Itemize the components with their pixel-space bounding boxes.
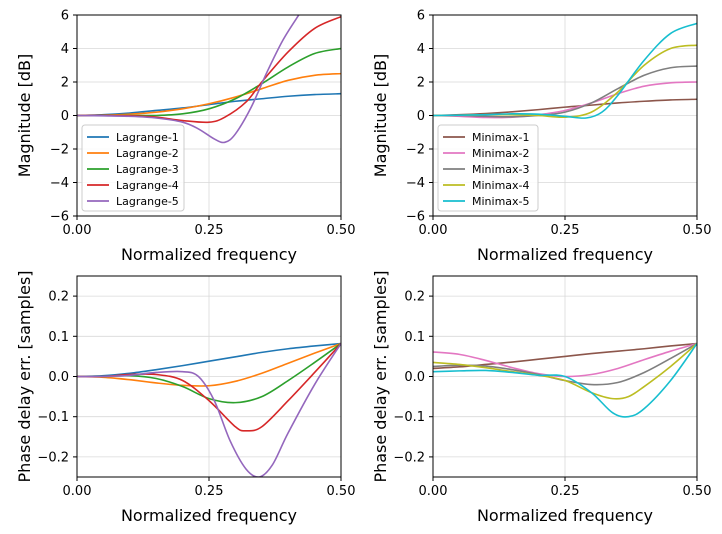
x-tick-label: 0.50 [327,223,356,238]
y-tick-label: −4 [50,176,69,191]
series-line-minimax-2 [433,81,697,119]
x-tick-label: 0.00 [419,223,448,238]
series-line-minimax-5 [433,343,697,418]
panel-1: 0.00 0.25 0.50 −6 −4 −2 0 2 4 6 Normalized frequen… [15,9,355,265]
legend: Lagrange-1 Lagrange-2 Lagrange-3 Lagrange-4… [81,124,185,212]
x-tick-label: 0.50 [683,484,712,499]
panel-4: 0.00 0.25 0.50 −0.2 −0.1 0.0 0.1 0.2 Normalized … [371,270,711,525]
y-tick-label: 2 [61,76,69,91]
x-tick-label: 0.25 [551,484,580,499]
y-axis-label: Phase delay err. [samples] [371,270,390,482]
legend-entry: Lagrange-3 [116,163,179,176]
y-tick-label: 0.2 [404,290,425,305]
y-tick-label: 0 [61,109,69,124]
series-line-minimax-1 [433,98,697,117]
x-axis-label: Normalized frequency [477,506,653,525]
y-tick-label: −6 [406,210,425,225]
x-tick-label: 0.50 [683,223,712,238]
legend: Minimax-1 Minimax-2 Minimax-3 Minimax-4 Mini… [437,124,539,212]
legend-entry: Minimax-5 [472,195,530,208]
x-axis-label: Normalized frequency [121,506,297,525]
legend-entry: Minimax-2 [472,147,530,160]
y-axis-label: Magnitude [dB] [15,54,34,177]
y-tick-label: −0.1 [37,410,69,425]
y-tick-label: 0.0 [404,370,425,385]
y-tick-label: 0 [417,109,425,124]
legend-box [81,124,185,212]
series-line-lagrange-5 [77,343,341,477]
series-group [77,15,341,144]
series-line-minimax-5 [433,22,697,119]
x-axis-label: Normalized frequency [477,245,653,264]
y-tick-label: 6 [417,9,425,24]
series-group [77,342,341,477]
legend-box [437,124,539,212]
series-line-lagrange-1 [77,342,341,378]
panel-3: 0.00 0.25 0.50 −0.2 −0.1 0.0 0.1 0.2 Normalized … [15,270,355,525]
y-tick-label: 4 [417,42,425,57]
y-tick-label: 2 [417,76,425,91]
y-tick-label: −6 [50,210,69,225]
y-tick-label: −0.2 [37,450,69,465]
series-line-lagrange-2 [77,72,341,117]
x-tick-label: 0.00 [63,223,92,238]
y-tick-label: −0.2 [393,450,425,465]
x-tick-label: 0.00 [419,484,448,499]
y-axis-label: Magnitude [dB] [371,54,390,177]
y-tick-label: −2 [406,143,425,158]
y-tick-label: −4 [406,176,425,191]
legend-entry: Lagrange-4 [116,179,179,192]
legend-entry: Lagrange-5 [116,195,179,208]
x-tick-label: 0.25 [551,223,580,238]
series-line-lagrange-1 [77,92,341,117]
legend-entry: Minimax-3 [472,163,530,176]
legend-entry: Minimax-4 [472,179,530,192]
series-line-lagrange-5 [77,15,300,144]
series-line-lagrange-2 [77,342,341,387]
y-tick-label: 0.1 [404,330,425,345]
y-tick-label: −2 [50,143,69,158]
x-tick-label: 0.00 [63,484,92,499]
y-tick-label: 0.2 [48,290,69,305]
x-tick-label: 0.50 [327,484,356,499]
series-line-minimax-4 [433,342,697,400]
x-tick-label: 0.25 [195,484,224,499]
y-tick-label: 6 [61,9,69,24]
y-tick-label: 4 [61,42,69,57]
legend-entry: Minimax-1 [472,131,530,144]
x-tick-label: 0.25 [195,223,224,238]
series-line-minimax-3 [433,65,697,118]
y-axis-label: Phase delay err. [samples] [15,270,34,482]
panel-2: 0.00 0.25 0.50 −6 −4 −2 0 2 4 6 Normalized frequen… [371,9,711,265]
y-tick-label: −0.1 [393,410,425,425]
legend-entry: Lagrange-1 [116,131,179,144]
series-group [433,22,697,119]
legend-entry: Lagrange-2 [116,147,179,160]
y-tick-label: 0.0 [48,370,69,385]
x-axis-label: Normalized frequency [121,245,297,264]
y-tick-label: 0.1 [48,330,69,345]
series-group [433,342,697,418]
series-line-lagrange-4 [77,342,341,432]
